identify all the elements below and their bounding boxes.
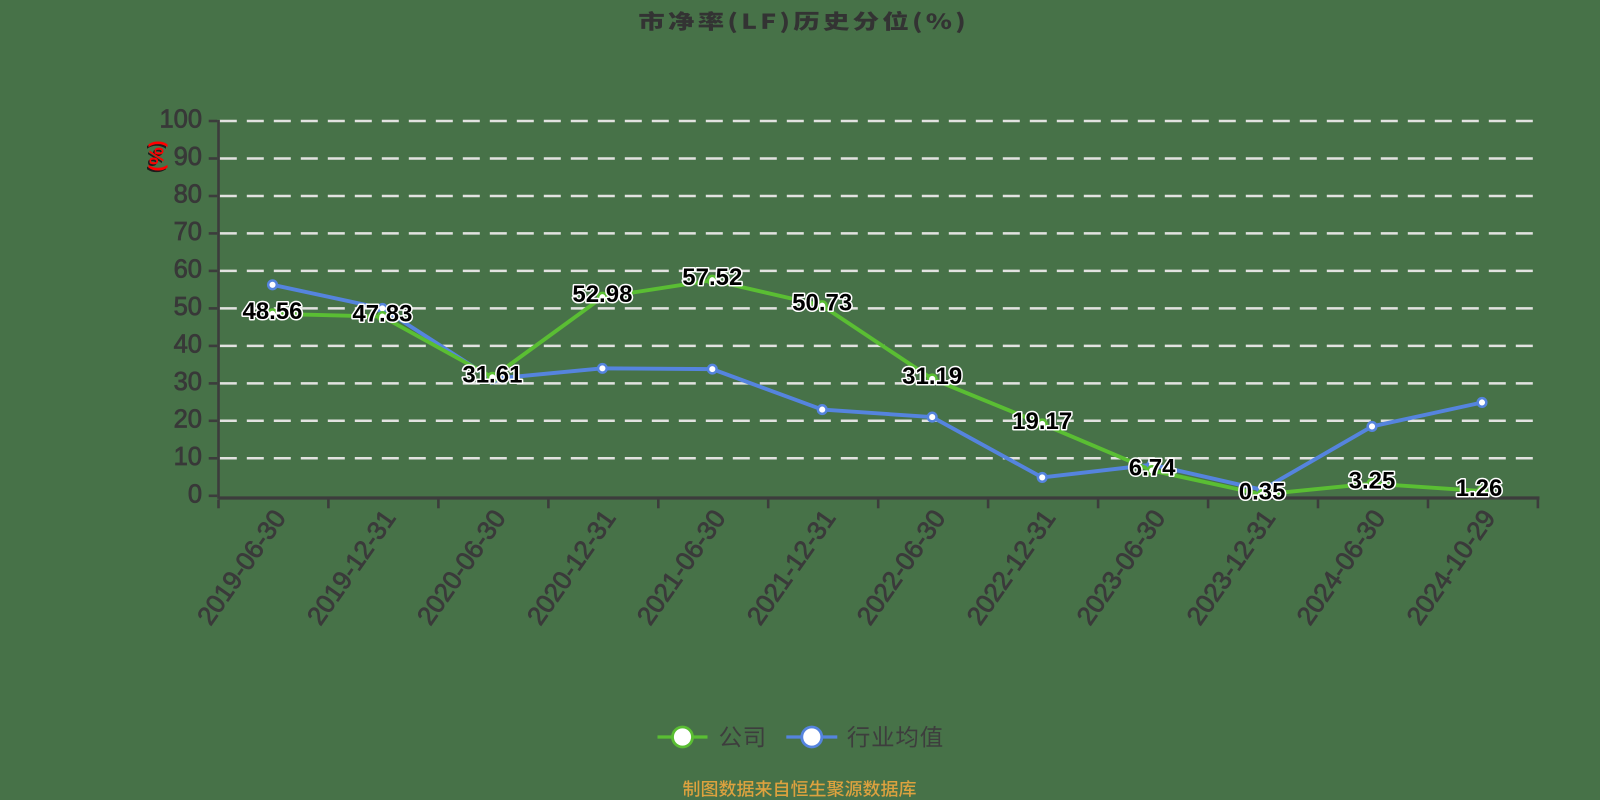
svg-text:50.73: 50.73 [792, 290, 852, 317]
svg-text:1.26: 1.26 [1456, 475, 1503, 502]
svg-text:90: 90 [174, 143, 202, 171]
svg-text:20: 20 [174, 405, 202, 433]
svg-text:0: 0 [188, 480, 202, 508]
svg-text:60: 60 [174, 255, 202, 283]
svg-text:40: 40 [174, 330, 202, 358]
svg-text:48.56: 48.56 [242, 298, 302, 325]
svg-text:47.83: 47.83 [352, 301, 412, 328]
svg-text:19.17: 19.17 [1012, 408, 1072, 435]
svg-text:80: 80 [174, 181, 202, 209]
svg-text:3.25: 3.25 [1349, 468, 1396, 495]
svg-text:0.35: 0.35 [1239, 478, 1286, 505]
svg-text:31.19: 31.19 [902, 363, 962, 390]
svg-text:52.98: 52.98 [572, 281, 632, 308]
svg-text:70: 70 [174, 218, 202, 246]
svg-text:57.52: 57.52 [682, 264, 742, 291]
svg-text:10: 10 [174, 443, 202, 471]
svg-text:31.61: 31.61 [462, 361, 522, 388]
svg-text:(%): (%) [147, 140, 169, 171]
svg-text:50: 50 [174, 293, 202, 321]
svg-text:6.74: 6.74 [1129, 455, 1176, 482]
svg-text:100: 100 [159, 106, 202, 134]
svg-text:(%): (%) [145, 142, 167, 173]
svg-text:30: 30 [174, 368, 202, 396]
